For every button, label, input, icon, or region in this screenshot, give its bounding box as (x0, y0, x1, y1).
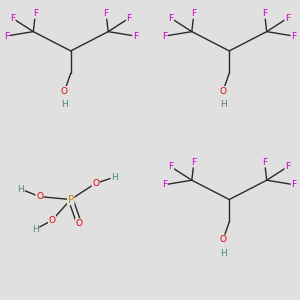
Text: F: F (162, 32, 167, 40)
Text: P: P (68, 194, 74, 205)
Text: H: H (220, 248, 226, 257)
Text: F: F (10, 14, 15, 23)
Text: O: O (92, 179, 99, 188)
Text: O: O (49, 216, 56, 225)
Text: H: H (111, 173, 118, 182)
Text: F: F (126, 14, 132, 23)
Text: F: F (103, 9, 109, 18)
Text: H: H (17, 184, 24, 194)
Text: O: O (36, 192, 43, 201)
Text: F: F (285, 162, 290, 171)
Text: O: O (220, 87, 226, 96)
Text: H: H (32, 225, 39, 234)
Text: F: F (285, 14, 290, 23)
Text: F: F (191, 9, 196, 18)
Text: F: F (4, 32, 9, 40)
Text: F: F (168, 14, 174, 23)
Text: F: F (162, 180, 167, 189)
Text: F: F (262, 9, 267, 18)
Text: F: F (133, 32, 138, 40)
Text: H: H (61, 100, 68, 109)
Text: O: O (76, 219, 82, 228)
Text: F: F (191, 158, 196, 167)
Text: O: O (61, 87, 68, 96)
Text: F: F (291, 32, 296, 40)
Text: F: F (262, 158, 267, 167)
Text: F: F (291, 180, 296, 189)
Text: F: F (33, 9, 38, 18)
Text: H: H (220, 100, 226, 109)
Text: O: O (220, 235, 226, 244)
Text: F: F (168, 162, 174, 171)
